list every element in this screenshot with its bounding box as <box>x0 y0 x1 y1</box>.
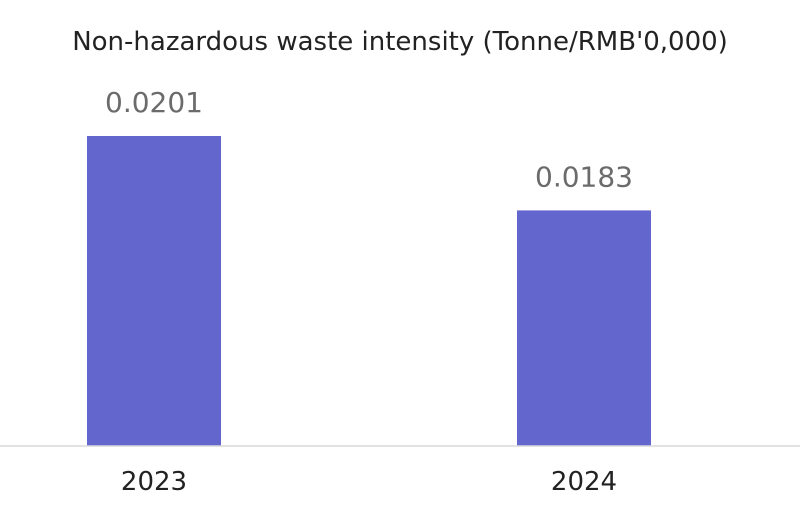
data-label-2023: 0.0201 <box>105 86 203 119</box>
data-label-2024: 0.0183 <box>535 160 633 193</box>
bar-2023 <box>87 136 221 446</box>
x-tick-label-2024: 2024 <box>551 467 617 497</box>
x-tick-label-2023: 2023 <box>121 467 187 497</box>
bar-2024 <box>517 210 651 446</box>
x-tick-labels-layer: 2023 2024 <box>121 467 617 497</box>
chart-title: Non-hazardous waste intensity (Tonne/RMB… <box>72 27 728 57</box>
data-labels-layer: 0.0201 0.0183 <box>105 86 633 193</box>
bars-layer <box>87 136 651 446</box>
